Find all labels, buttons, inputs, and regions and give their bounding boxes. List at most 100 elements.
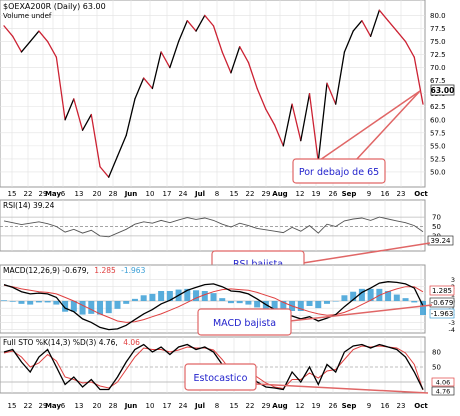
rsi-line [3,216,424,238]
date-label: 19 [312,402,321,410]
price-segment [177,20,188,43]
macd-histogram-bar [297,301,304,311]
date-label: 15 [8,190,17,198]
date-label: Aug [272,190,287,198]
stochastic-panel: 805020 Full STO %K(14,3) %D(3) 4.76, 4.0… [0,336,455,396]
macd-histogram-bar [358,288,365,301]
macd-histogram-bar [393,294,400,301]
date-label: 10 [146,190,155,198]
price-annotation: Por debajo de 65 [299,167,379,178]
macd-histogram-bar [280,301,287,314]
price-segment [204,14,215,27]
date-label: 16 [381,402,390,410]
macd-histogram-bar [166,291,173,301]
price-segment [64,98,75,121]
price-segment [38,30,49,43]
price-segment [247,61,258,90]
price-segment [116,134,127,157]
date-label: 8 [215,190,219,198]
price-segment [221,51,232,74]
rsi-panel-frame [0,199,426,252]
price-segment [343,30,354,53]
date-label: 6 [61,190,66,198]
price-segment [90,113,101,168]
macd-histogram-bar [254,301,261,308]
stochastic-annotation: Estocastico [194,373,248,384]
macd-histogram-bar [332,301,339,302]
price-panel: 80.077.575.072.570.067.565.062.560.057.5… [0,0,455,188]
macd-title-hist: -1.963 [121,266,145,275]
date-label: Jun [124,402,138,410]
macd-histogram-bar [210,293,217,301]
date-label: 19 [312,190,321,198]
macd-histogram-bar [219,298,226,301]
price-segment [291,103,302,142]
macd-histogram-bar [88,301,95,314]
macd-histogram-bar [149,293,156,301]
date-label: 26 [329,402,338,410]
rsi-tag: 39.24 [430,237,451,245]
price-segment [317,82,328,163]
rsi-arrow [302,242,431,264]
date-label: 28 [109,402,118,410]
price-segment [230,46,241,74]
macd-histogram-bar [236,301,243,304]
price-segment [134,77,145,100]
macd-tag-hist: -1.963 [431,310,454,318]
stochastic-arrow [255,383,429,394]
macd-histogram-bar [18,301,25,304]
macd-tag-macd-box [429,297,455,308]
price-segment [256,87,267,110]
price-segment [20,40,31,53]
rsi-y-tick: 70 [432,214,441,222]
price-y-tick: 57.5 [430,129,446,137]
price-grid [0,0,425,187]
price-segments [3,9,424,178]
macd-histogram-bar [341,295,348,301]
price-segment [12,35,23,53]
macd-y-tick: -4 [449,326,455,334]
price-y-tick: 80.0 [430,12,446,20]
stochastic-title-prefix: Full STO %K(14,3) %D(3) 4.76, [3,338,118,347]
price-segment [361,20,372,37]
macd-histogram-bar [35,301,42,303]
date-label: 29 [39,402,48,410]
date-label: 22 [246,402,255,410]
date-label: 9 [367,402,371,410]
date-label: 17 [163,190,172,198]
date-label: 16 [381,190,390,198]
price-annotation-box [292,158,386,184]
price-segment [195,14,206,32]
macd-title-signal: 1.285 [94,266,116,275]
macd-histogram-bar [97,301,104,315]
date-label: Jul [194,190,205,198]
macd-histogram-bar [271,301,278,313]
price-segment [265,108,276,126]
date-label: 24 [179,190,188,198]
price-arrow-line-1 [319,90,421,161]
date-label: 28 [109,190,118,198]
date-label: 8 [215,402,219,410]
macd-line [3,281,424,331]
rsi-grid: 705030 [0,200,441,251]
macd-histogram-bar [131,298,138,301]
price-segment [186,20,197,32]
price-title: $OEXA200R (Daily) 63.00 [3,2,106,11]
macd-histogram-bar [262,301,269,311]
date-label: 20 [93,402,102,410]
date-label: 15 [8,402,17,410]
price-y-tick: 62.5 [430,103,446,111]
macd-tag-macd: -0.679 [431,299,454,307]
price-tag-box [430,84,455,96]
rsi-y-tick: 50 [432,223,441,231]
macd-histogram-bar [201,291,208,301]
date-label: May [45,402,61,410]
price-segment [396,30,407,43]
date-label: 17 [163,402,172,410]
price-segment [300,93,311,142]
macd-histogram-bar [193,290,200,301]
date-label: 9 [367,190,371,198]
